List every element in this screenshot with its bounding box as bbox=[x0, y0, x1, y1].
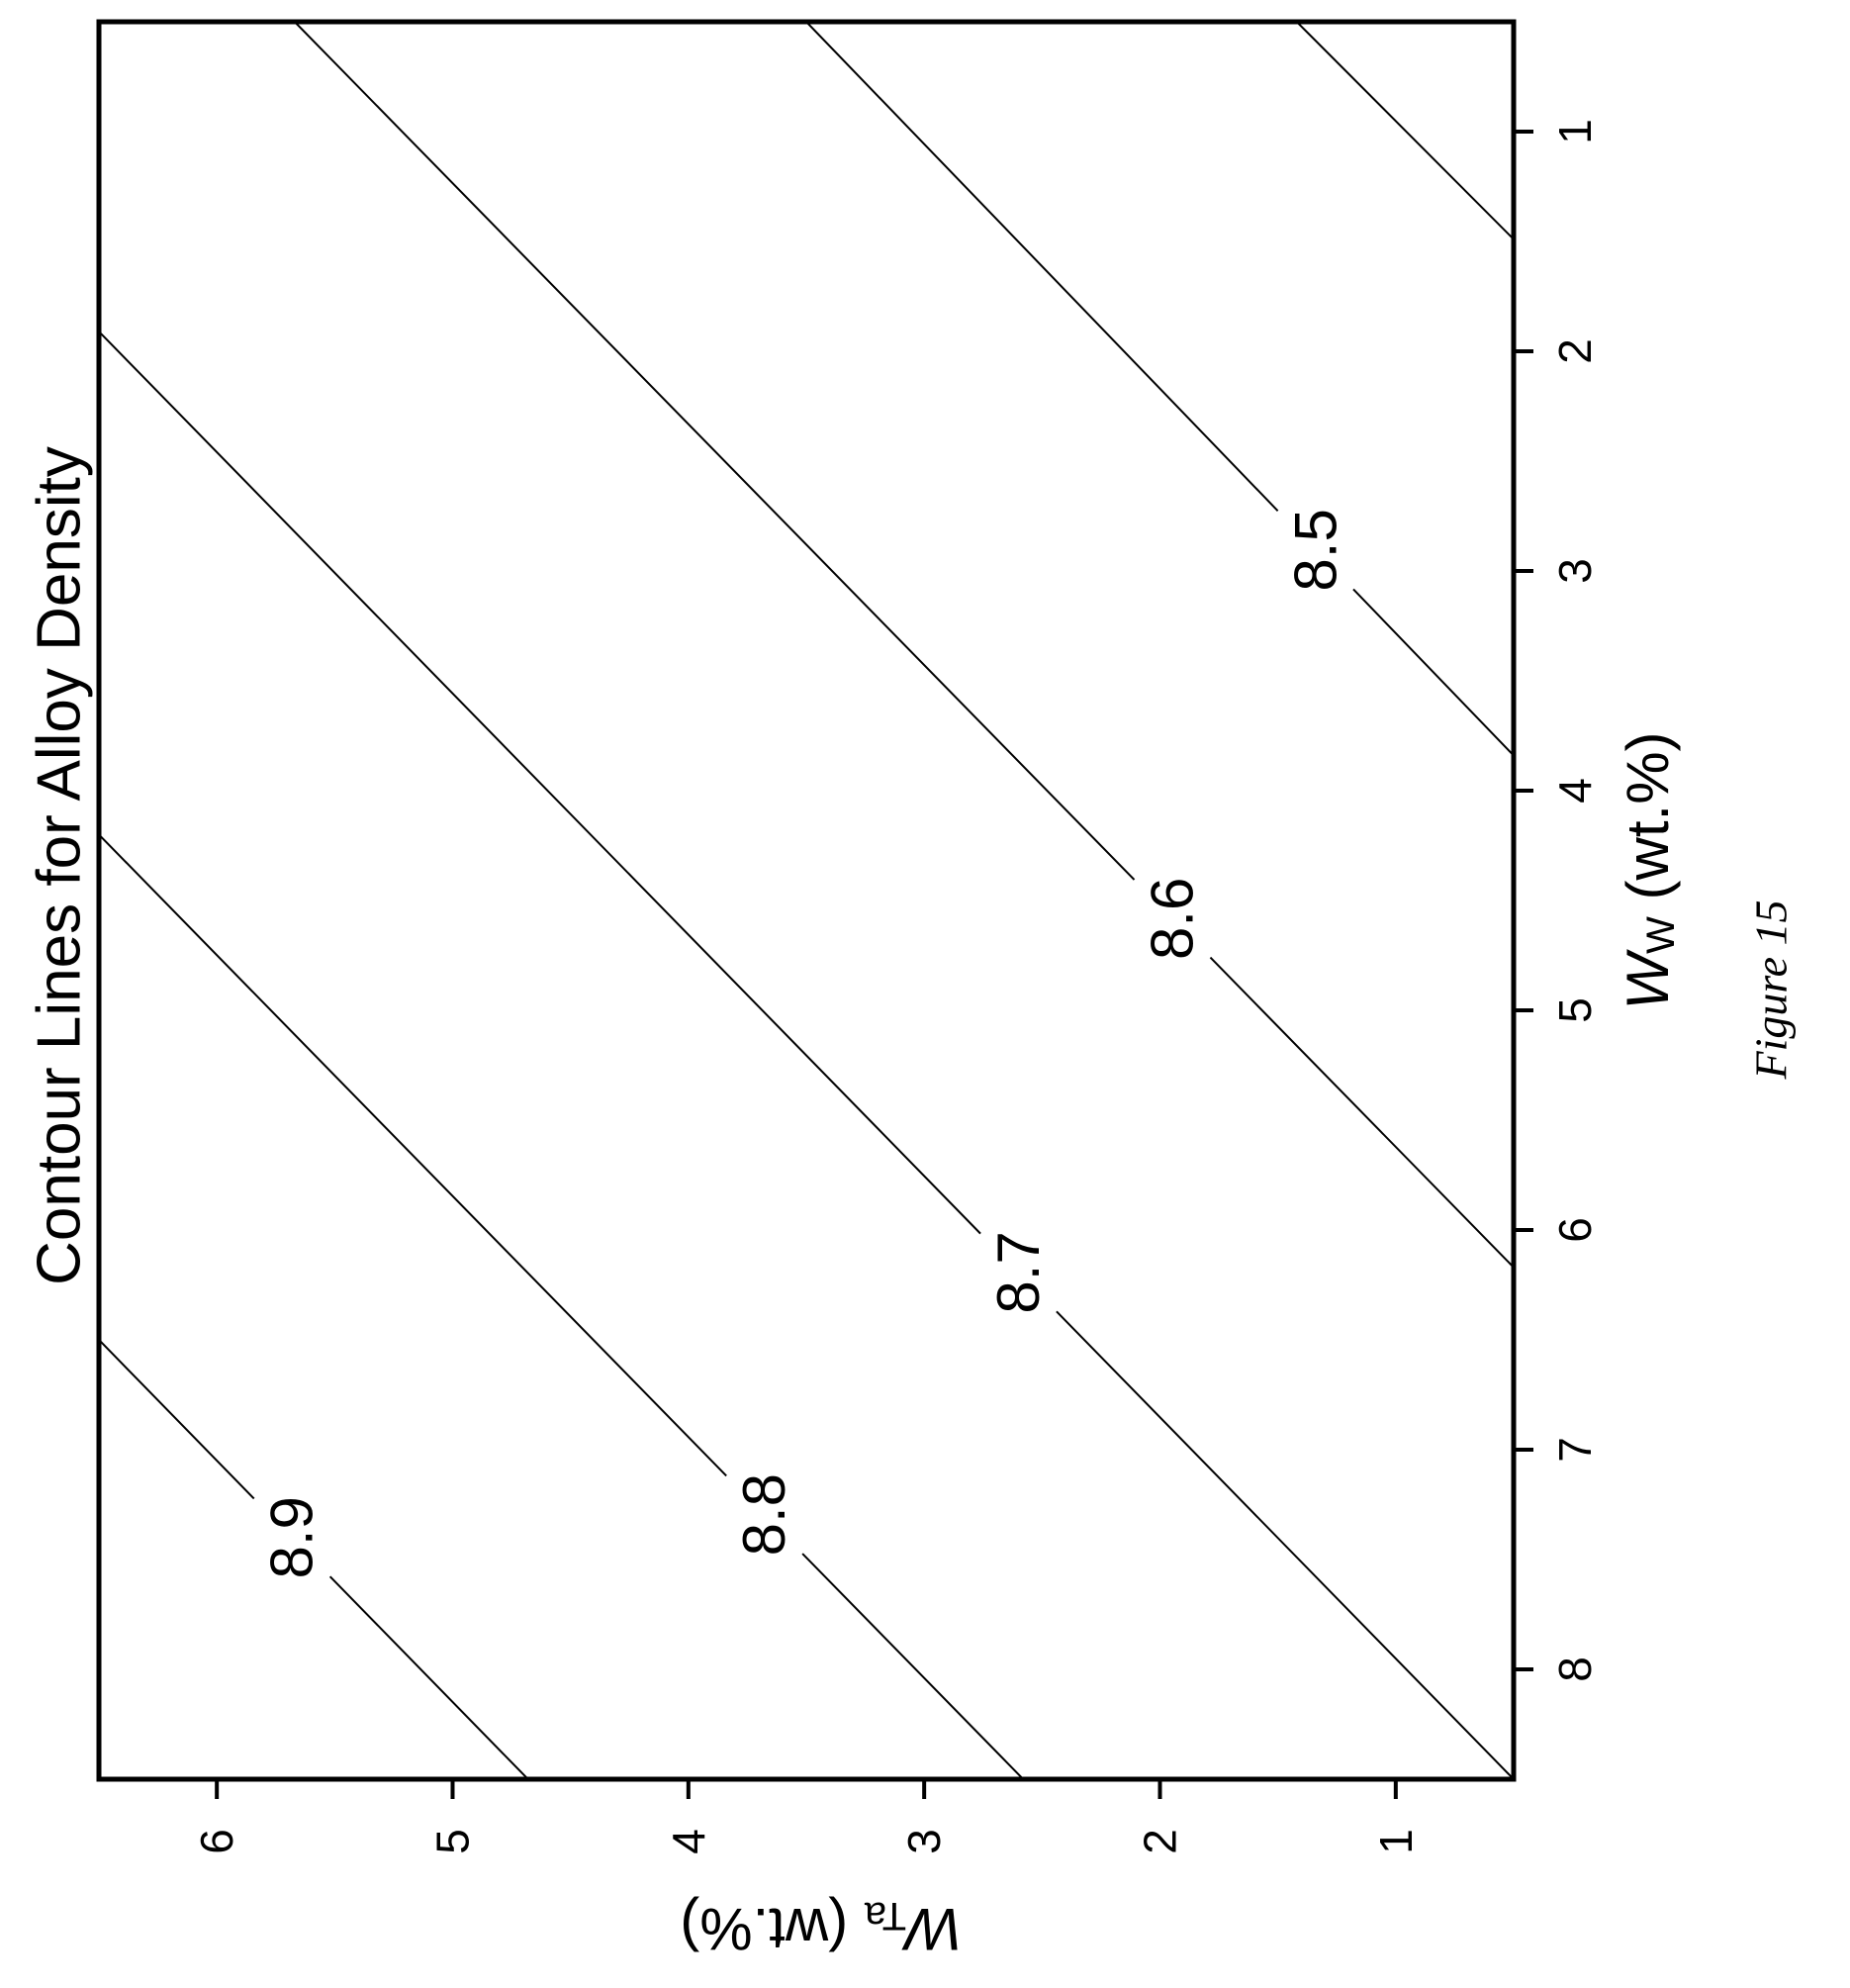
contour-line bbox=[1209, 956, 1514, 1269]
contour-line bbox=[805, 22, 1279, 512]
chart-title: Contour Lines for Alloy Density bbox=[26, 446, 94, 1285]
y-tick-label: 3 bbox=[898, 1829, 950, 1854]
contour-line bbox=[328, 1575, 529, 1779]
contour-label: 8.6 bbox=[1139, 878, 1205, 960]
y-axis-label-var: W bbox=[901, 1897, 963, 1963]
contour-line bbox=[1352, 588, 1514, 757]
plot-root bbox=[99, 22, 1514, 1779]
contour-label: 8.8 bbox=[731, 1473, 797, 1556]
contour-label: 8.5 bbox=[1282, 509, 1348, 591]
plot-border bbox=[96, 19, 1517, 1782]
contour-line bbox=[1056, 1310, 1514, 1779]
contour-line bbox=[801, 1553, 1024, 1779]
contour-line bbox=[99, 833, 727, 1477]
x-tick-label: 8 bbox=[1549, 1657, 1601, 1682]
contour-line bbox=[294, 22, 1136, 881]
y-axis-label-subscript: Ta bbox=[864, 1894, 906, 1938]
x-tick-label: 5 bbox=[1549, 997, 1601, 1023]
x-tick-label: 4 bbox=[1549, 778, 1601, 804]
figure-caption: Figure 15 bbox=[1746, 900, 1797, 1081]
plot-frame bbox=[96, 19, 1533, 1799]
y-axis-label: WTa (wt.%) bbox=[680, 1894, 963, 1963]
y-tick-label: 6 bbox=[191, 1829, 242, 1854]
x-axis-label-unit: (wt.%) bbox=[1615, 731, 1681, 916]
y-tick-label: 2 bbox=[1135, 1829, 1186, 1854]
x-axis-label-subscript: W bbox=[1639, 916, 1683, 954]
contour-label: 8.9 bbox=[259, 1496, 325, 1578]
y-tick-label: 1 bbox=[1370, 1829, 1422, 1854]
y-tick-label: 4 bbox=[663, 1829, 714, 1854]
contour-lines bbox=[99, 22, 1514, 1779]
y-tick-label: 5 bbox=[427, 1829, 479, 1854]
x-tick-label: 1 bbox=[1549, 119, 1601, 144]
x-tick-label: 2 bbox=[1549, 338, 1601, 364]
x-axis-label: WW (wt.%) bbox=[1615, 731, 1684, 1009]
rotated-text-layer: 8.5 8.6 8.7 8.8 8.9 1 2 3 4 5 6 7 8 1 2 3 4 5 6 Contour Lin… bbox=[26, 119, 1797, 1962]
x-tick-label: 7 bbox=[1549, 1437, 1601, 1463]
x-axis-label-var: W bbox=[1615, 949, 1681, 1010]
contour-label: 8.7 bbox=[985, 1231, 1052, 1313]
contour-line bbox=[99, 331, 981, 1235]
x-tick-label: 3 bbox=[1549, 558, 1601, 584]
x-tick-label: 6 bbox=[1549, 1217, 1601, 1243]
y-axis-label-unit: (wt.%) bbox=[680, 1897, 865, 1963]
contour-line bbox=[1296, 22, 1514, 240]
contour-line bbox=[99, 1339, 255, 1500]
